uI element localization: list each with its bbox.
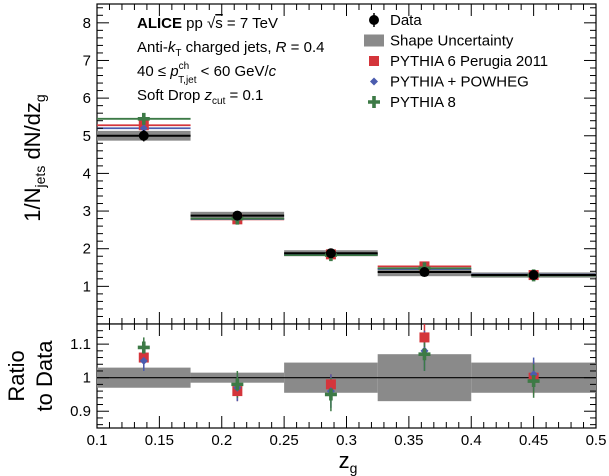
- main-y-ticks: 1 2 3 4 5 6 7 8: [83, 7, 596, 325]
- y-tick-label: 1: [83, 278, 91, 295]
- x-tick-label: 0.2: [211, 432, 232, 449]
- y-tick-label: 5: [83, 128, 91, 145]
- x-ticks: 0.1 0.15 0.2 0.25 0.3 0.35 0.4 0.45 0.5: [87, 4, 607, 449]
- y-tick-label: 8: [83, 15, 91, 32]
- data-point: [419, 267, 430, 278]
- y-tick-label: 2: [83, 241, 91, 258]
- x-tick-label: 0.25: [270, 432, 299, 449]
- svg-text:ALICE pp √s = 7 TeV: ALICE pp √s = 7 TeV: [137, 15, 278, 32]
- legend-label: PYTHIA 8: [390, 94, 456, 111]
- data-point: [232, 210, 243, 221]
- main-y-axis-title: 1/Njets dN/dzg: [20, 94, 48, 221]
- data-point: [325, 248, 336, 259]
- ratio-point: [231, 378, 244, 391]
- ratio-point: [527, 375, 540, 388]
- x-tick-label: 0.5: [586, 432, 607, 449]
- model-point: [137, 112, 150, 125]
- ratio-point: [139, 356, 148, 365]
- ratio-point: [324, 388, 337, 401]
- x-axis-title: zg: [339, 448, 358, 476]
- ratio-y-axis-title-line2: to Data: [32, 340, 57, 412]
- data-points: [137, 112, 540, 282]
- y-tick-label: 3: [83, 203, 91, 220]
- svg-text:Soft Drop zcut = 0.1: Soft Drop zcut = 0.1: [137, 87, 263, 107]
- legend-label: PYTHIA + POWHEG: [390, 74, 529, 91]
- model-point: [139, 124, 148, 133]
- ratio-point: [419, 332, 430, 343]
- y-tick-label: 7: [83, 52, 91, 69]
- main-panel: 1 2 3 4 5 6 7 8: [83, 3, 597, 325]
- ratio-point: [529, 370, 538, 379]
- ratio-y-ticks: 0.9 1 1.1: [70, 323, 596, 426]
- legend-label: PYTHIA 6 Perugia 2011: [390, 53, 548, 70]
- legend-label: Shape Uncertainty: [390, 33, 514, 50]
- experiment-annotation: ALICE pp √s = 7 TeV Anti-kT charged jets…: [137, 15, 324, 107]
- legend-band-swatch: [364, 34, 384, 47]
- y-tick-label: 4: [83, 165, 91, 182]
- legend-marker: [369, 56, 379, 66]
- legend-label: Data: [390, 12, 422, 29]
- main-frame: [96, 3, 597, 325]
- ratio-y-tick-label: 0.9: [70, 403, 91, 420]
- svg-text:Anti-kT charged jets, R = 0.4: Anti-kT charged jets, R = 0.4: [137, 39, 324, 59]
- ratio-points: [137, 324, 540, 412]
- x-tick-label: 0.3: [336, 432, 357, 449]
- x-tick-label: 0.4: [461, 432, 482, 449]
- legend-marker: [368, 96, 380, 108]
- legend-marker: [369, 15, 379, 25]
- ratio-y-tick-label: 1.1: [70, 336, 91, 353]
- data-point: [528, 270, 539, 281]
- ratio-point: [418, 348, 431, 361]
- x-tick-label: 0.15: [145, 432, 174, 449]
- x-tick-label: 0.45: [519, 432, 548, 449]
- ratio-y-axis-title: Ratio: [4, 350, 29, 401]
- ratio-point: [137, 341, 150, 354]
- ratio-y-tick-label: 1: [83, 370, 91, 387]
- data-point: [138, 130, 149, 141]
- x-tick-label: 0.1: [87, 432, 108, 449]
- ratio-point: [325, 379, 336, 390]
- ratio-panel: 0.9 1 1.1 0.1 0.15 0.2 0.25 0.3 0.35 0.4 0.45 0.5: [70, 4, 606, 449]
- legend-marker: [370, 77, 378, 86]
- legend: Data Shape Uncertainty PYTHIA 6 Perugia 20…: [364, 12, 548, 111]
- y-tick-label: 6: [83, 90, 91, 107]
- x-tick-label: 0.35: [394, 432, 423, 449]
